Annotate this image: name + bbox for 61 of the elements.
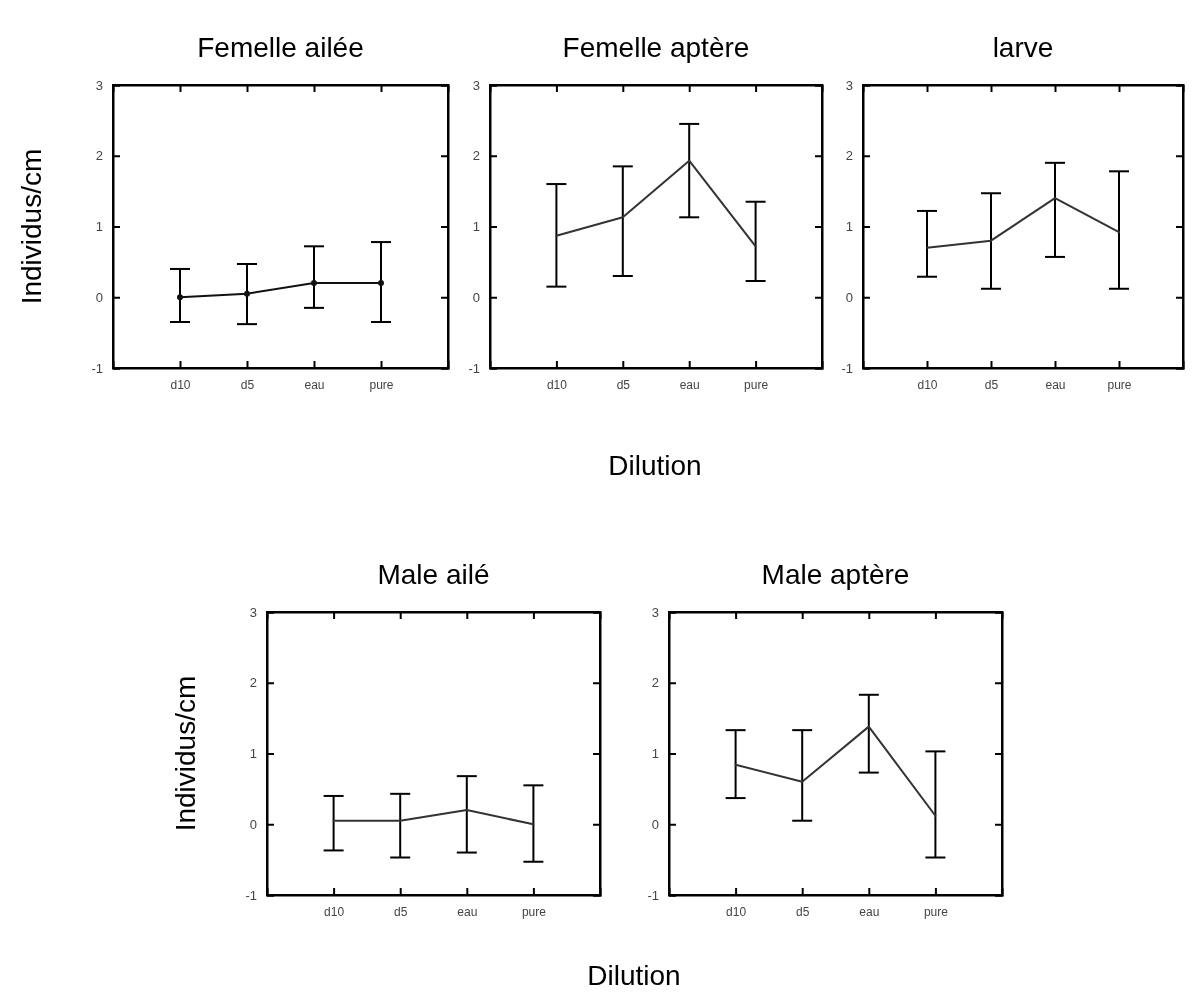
x-tick-label: d5	[240, 377, 255, 392]
y-tick-label: 3	[651, 604, 659, 620]
x-tick-label: pure	[521, 904, 547, 919]
y-tick-label: 2	[95, 148, 103, 164]
y-tick-label: 1	[845, 219, 853, 235]
x-axis-title: Dilution	[587, 960, 681, 991]
x-tick-label: d10	[917, 377, 938, 392]
y-tick-label: -1	[245, 887, 257, 903]
x-tick-label: d10	[726, 904, 747, 919]
y-tick-label: 3	[95, 77, 103, 93]
x-tick-label: pure	[744, 377, 769, 392]
point	[177, 294, 183, 301]
y-tick-label: 2	[472, 148, 480, 164]
line-series	[555, 159, 757, 248]
y-tick-label: 0	[651, 816, 659, 832]
point	[378, 280, 384, 287]
x-tick-label: d10	[170, 377, 191, 392]
x-tick-label: d5	[796, 904, 810, 919]
y-tick-label: -1	[841, 360, 853, 376]
x-tick-label: d5	[616, 377, 631, 392]
x-tick-label: eau	[1045, 377, 1066, 392]
line-series	[734, 725, 937, 817]
y-tick-label: 0	[845, 289, 853, 305]
y-tick-label: 3	[249, 604, 257, 620]
x-tick-label: d10	[324, 904, 345, 919]
x-tick-label: eau	[679, 377, 700, 392]
x-tick-label: eau	[457, 904, 478, 919]
x-tick-label: pure	[369, 377, 394, 392]
y-tick-label: 2	[249, 675, 257, 691]
x-tick-label: d10	[546, 377, 568, 392]
y-tick-label: 2	[845, 148, 853, 164]
y-tick-label: 1	[472, 219, 480, 235]
y-tick-label: 3	[472, 77, 480, 93]
y-tick-label: 3	[845, 77, 853, 93]
chart-title: Male ailé	[377, 559, 490, 590]
line-series	[926, 197, 1120, 249]
y-tick-label: 0	[472, 289, 480, 305]
x-tick-label: d5	[394, 904, 408, 919]
y-tick-label: 1	[95, 219, 103, 235]
chart-title: Male aptère	[761, 559, 910, 590]
y-tick-label: 0	[249, 816, 257, 832]
x-tick-label: d5	[984, 377, 999, 392]
x-tick-label: eau	[859, 904, 880, 919]
y-tick-label: -1	[647, 887, 659, 903]
y-axis-title: Individus/cm	[170, 675, 201, 832]
y-tick-label: 1	[651, 746, 659, 762]
point	[244, 290, 250, 297]
chart-title: Femelle aptère	[562, 32, 750, 63]
x-axis-title: Dilution	[608, 450, 702, 481]
y-tick-label: 0	[95, 289, 103, 305]
x-tick-label: pure	[1107, 377, 1132, 392]
y-tick-label: -1	[468, 360, 480, 376]
y-tick-label: 2	[651, 675, 659, 691]
x-tick-label: pure	[923, 904, 949, 919]
point	[311, 280, 317, 287]
chart-title: larve	[992, 32, 1054, 63]
chart-title: Femelle ailée	[197, 32, 364, 63]
x-tick-label: eau	[304, 377, 325, 392]
y-tick-label: 1	[249, 746, 257, 762]
y-axis-title: Individus/cm	[16, 148, 47, 305]
y-tick-label: -1	[91, 360, 103, 376]
